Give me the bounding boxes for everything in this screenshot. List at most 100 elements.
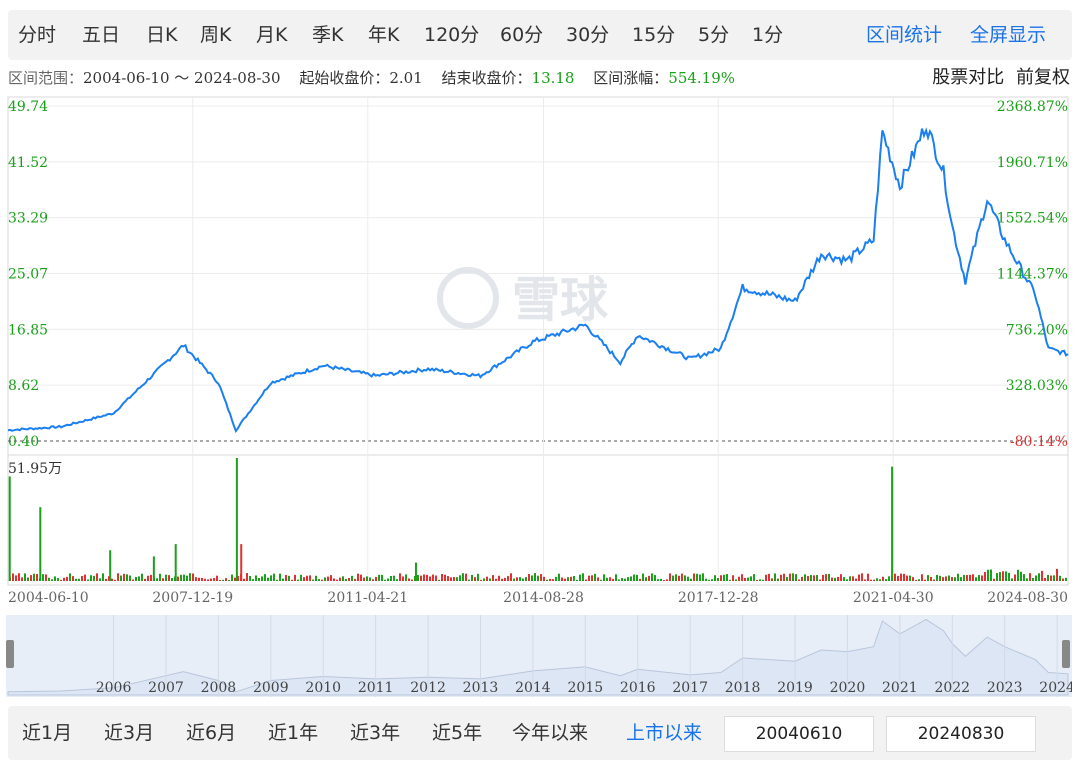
tab-monthly-k[interactable]: 月K [256, 24, 288, 46]
volume-bar [363, 577, 365, 581]
end-date-input[interactable]: 20240830 [886, 716, 1036, 752]
volume-bar [960, 577, 962, 581]
volume-bar [927, 575, 929, 581]
tab-minute[interactable]: 分时 [18, 24, 57, 46]
volume-bar [63, 577, 65, 581]
volume-bar [192, 573, 194, 581]
stock-compare-link[interactable]: 股票对比 [932, 67, 1005, 88]
y-tick-left: 8.62 [8, 378, 39, 394]
volume-bar [492, 575, 494, 581]
adjust-link[interactable]: 前复权 [1016, 67, 1070, 88]
range-navigator[interactable]: 2006 2007 2008 2009 2010 2011 2012 2013 2014 2015… [6, 615, 1072, 697]
fullscreen-button[interactable]: 全屏显示 [970, 24, 1047, 46]
range-1y-button[interactable]: 近1年 [268, 722, 319, 744]
volume-bar [627, 577, 629, 581]
volume-bar [861, 573, 863, 581]
volume-bar [801, 576, 803, 581]
volume-bar [990, 569, 992, 581]
range-5y-button[interactable]: 近5年 [432, 722, 483, 744]
range-3m-button[interactable]: 近3月 [104, 722, 155, 744]
volume-bar [489, 578, 491, 581]
volume-bar [618, 579, 620, 581]
volume-bar [255, 575, 257, 581]
tab-1min[interactable]: 1分 [752, 24, 784, 46]
tab-5min[interactable]: 5分 [698, 24, 730, 46]
tab-120min[interactable]: 120分 [424, 24, 480, 46]
tab-30min[interactable]: 30分 [566, 24, 610, 46]
nav-year-label: 2007 [148, 680, 184, 696]
volume-bar [102, 573, 104, 581]
volume-spike [109, 550, 112, 581]
volume-bar [810, 575, 812, 581]
volume-bar [438, 579, 440, 581]
x-tick-label: 2014-08-28 [503, 590, 584, 606]
tab-daily-k[interactable]: 日K [146, 24, 178, 46]
volume-bar [486, 576, 488, 581]
volume-bar [975, 577, 977, 581]
volume-bar [1038, 573, 1040, 581]
range-stats-button[interactable]: 区间统计 [866, 24, 943, 46]
range-6m-button[interactable]: 近6月 [186, 722, 237, 744]
volume-bar [963, 574, 965, 581]
volume-bar [330, 575, 332, 581]
volume-bar [966, 575, 968, 581]
volume-bar [846, 579, 848, 581]
range-3y-button[interactable]: 近3年 [350, 722, 401, 744]
volume-bar [561, 577, 563, 581]
volume-bar [165, 574, 167, 581]
x-tick-label: 2017-12-28 [678, 590, 759, 606]
tab-60min[interactable]: 60分 [500, 24, 544, 46]
nav-year-label: 2013 [463, 680, 499, 696]
volume-bar [510, 573, 512, 581]
tab-quarterly-k[interactable]: 季K [312, 24, 344, 46]
volume-bar [381, 574, 383, 581]
nav-year-label: 2012 [410, 680, 446, 696]
volume-bar [243, 578, 245, 581]
volume-bar [909, 575, 911, 581]
volume-bar [258, 577, 260, 581]
volume-bar [549, 578, 551, 581]
tab-five-day[interactable]: 五日 [82, 24, 121, 46]
volume-bar [42, 574, 44, 581]
nav-year-label: 2015 [568, 680, 604, 696]
x-tick-label: 2021-04-30 [853, 590, 934, 606]
volume-bar [99, 578, 101, 581]
range-ytd-button[interactable]: 今年以来 [512, 722, 589, 744]
tab-15min[interactable]: 15分 [632, 24, 676, 46]
change-label: 区间涨幅： [593, 69, 669, 87]
change-value: 554.19% [668, 69, 736, 87]
volume-bar [387, 578, 389, 581]
volume-bar [993, 578, 995, 581]
volume-bar [273, 573, 275, 581]
range-1m-button[interactable]: 近1月 [22, 722, 73, 744]
volume-bar [1056, 568, 1058, 581]
range-since-listing-button[interactable]: 上市以来 [626, 722, 703, 744]
volume-bar [669, 573, 671, 581]
volume-bar [606, 577, 608, 581]
volume-bar [459, 575, 461, 581]
volume-bar [357, 573, 359, 581]
volume-bar [249, 576, 251, 581]
volume-bar [873, 579, 875, 581]
volume-spike [891, 466, 894, 581]
volume-bar [93, 575, 95, 581]
volume-bar [996, 573, 998, 581]
volume-bar [252, 579, 254, 581]
volume-bar [600, 579, 602, 581]
volume-bar [714, 575, 716, 581]
volume-bar [981, 575, 983, 581]
volume-bar [885, 579, 887, 581]
volume-bar [285, 574, 287, 581]
tab-weekly-k[interactable]: 周K [200, 24, 232, 46]
volume-bar [348, 577, 350, 581]
start-date-input[interactable]: 20040610 [724, 716, 874, 752]
volume-spike [152, 556, 155, 581]
volume-bar [81, 576, 83, 581]
volume-bar [792, 573, 794, 581]
volume-bar [369, 577, 371, 581]
volume-bar [582, 573, 584, 581]
volume-bar [984, 571, 986, 581]
volume-bar [546, 579, 548, 581]
tab-yearly-k[interactable]: 年K [368, 24, 400, 46]
volume-bar [672, 575, 674, 581]
